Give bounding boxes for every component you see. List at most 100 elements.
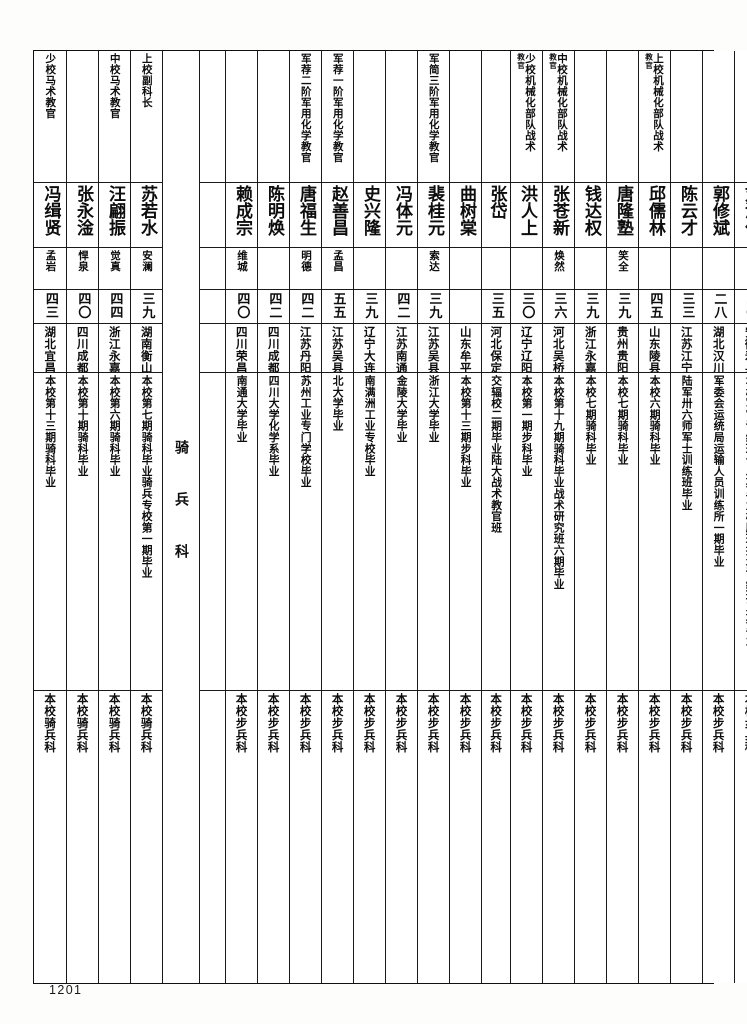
person-column[interactable]: 冯体元 四二 江苏南通 金陵大学毕业 本校步兵科: [385, 51, 417, 983]
cell-alias: 孟昌: [322, 246, 353, 290]
origin-text: 湖北汉川: [711, 326, 726, 373]
cell-alias: 悍泉: [67, 246, 98, 290]
person-column[interactable]: 陈明焕 四二 四川成都 四川大学化学系毕业 本校步兵科: [257, 51, 289, 983]
cell-address: 本校步兵科: [703, 689, 734, 983]
cell-rank: [226, 51, 257, 182]
name-text: 郭修斌: [709, 184, 730, 236]
education-text: 南满洲工业专校毕业: [363, 375, 377, 478]
rank-main-text: 上校机械化部队战术: [652, 53, 665, 152]
cell-rank: 少校机械化部队战术 教官: [511, 51, 542, 182]
name-text: 刘泳仁: [741, 184, 747, 236]
person-column[interactable]: 张岱 三五 河北保定 交辐校二期毕业陆大战术教官班 本校步兵科: [481, 51, 510, 983]
empty-cell: [200, 289, 225, 323]
cell-address: 本校步兵科: [639, 689, 670, 983]
cell-origin: 江苏吴县: [322, 323, 353, 372]
cell-address: 本校骑兵科: [67, 689, 98, 983]
age-text: 四〇: [75, 292, 91, 320]
cell-name: 赵善昌: [322, 181, 353, 247]
person-column[interactable]: 中校马术教官 汪翩振 觉真 四四 浙江永嘉 本校第六期骑科毕业 本校骑兵科: [98, 51, 130, 983]
cell-rank: 上校副科长: [131, 51, 162, 182]
cell-rank: 军简三阶军用化学教官: [418, 51, 449, 182]
cell-origin: 贵州贵阳: [607, 323, 638, 372]
rank-sub-text: 教官: [644, 53, 654, 70]
cell-origin: 江苏吴县: [418, 323, 449, 372]
cell-name: 陈明焕: [258, 181, 289, 247]
cell-name: 裴桂元: [418, 181, 449, 247]
cell-origin: 山东陵县: [639, 323, 670, 372]
alias-text: 笑全: [617, 249, 629, 272]
education-text: 四川大学化学系毕业: [267, 375, 281, 478]
cell-age: 四二: [290, 289, 321, 323]
person-column[interactable]: 曲树棠 山东牟平 本校第十三期步科毕业 本校步兵科: [449, 51, 481, 983]
cell-rank: 军荐二阶军用化学教官: [290, 51, 321, 182]
cell-age: 三九: [607, 289, 638, 323]
cell-education: 本校军官训练班十二期毕业校尉班技术训练班三期毕业: [735, 372, 747, 689]
person-column[interactable]: 唐隆塾 笑全 三九 贵州贵阳 本校七期骑科毕业 本校步兵科: [606, 51, 638, 983]
person-column[interactable]: 郭修斌 二八 湖北汉川 军委会运统局运输人员训练所一期毕业 本校步兵科: [702, 51, 734, 983]
person-column[interactable]: 中校机械化部队战术 教官 张苍新 焕然 三六 河北吴桥 本校第十九期骑科毕业战术研究班六期毕…: [542, 51, 574, 983]
education-text: 本校第一期步科毕业: [520, 375, 534, 478]
alias-text: 悍泉: [77, 249, 89, 272]
name-text: 裴桂元: [424, 184, 445, 236]
person-column[interactable]: 少校机械化部队战术 教官 洪人上 三〇 辽宁辽阳 本校第一期步科毕业 本校步兵科: [510, 51, 542, 983]
cell-age: 三五: [482, 289, 510, 323]
cell-name: 唐福生: [290, 181, 321, 247]
cell-education: 本校第一期步科毕业: [511, 372, 542, 689]
education-text: 北大学毕业: [331, 375, 345, 432]
person-column[interactable]: 钱达权 三九 浙江永嘉 本校七期骑科毕业 本校步兵科: [574, 51, 606, 983]
rank-main-text: 军荐一阶军用化学教官: [331, 53, 344, 163]
cell-origin: 浙江永嘉: [99, 323, 130, 372]
person-column[interactable]: 史兴隆 三九 辽宁大连 南满洲工业专校毕业 本校步兵科: [353, 51, 385, 983]
cell-education: 本校第十三期骑科毕业: [34, 372, 66, 689]
age-text: 三九: [139, 292, 155, 320]
person-column[interactable]: 军荐二阶军用化学教官 唐福生 明德 四二 江苏丹阳 苏州工业专门学校毕业 本校步兵科: [289, 51, 321, 983]
section-label-column: 骑兵科: [162, 51, 199, 983]
cell-alias: 索达: [418, 246, 449, 290]
cell-origin: 河北保定: [482, 323, 510, 372]
origin-text: 江苏江宁: [679, 326, 694, 373]
cell-address: 本校骑兵科: [34, 689, 66, 983]
name-text: 冯体元: [392, 184, 413, 236]
person-column[interactable]: 赖成宗 维城 四〇 四川荣昌 南通大学毕业 本校步兵科: [225, 51, 257, 983]
name-text: 冯缉贤: [40, 184, 61, 236]
address-text: 本校骑兵科: [107, 692, 122, 753]
cell-alias: 觉真: [99, 246, 130, 290]
cell-rank: 中校马术教官: [99, 51, 130, 182]
cell-name: 冯体元: [386, 181, 417, 247]
age-text: 四二: [394, 292, 410, 320]
alias-text: 焕然: [553, 249, 565, 272]
cell-education: 本校七期骑科毕业: [575, 372, 606, 689]
cell-alias: 焕然: [543, 246, 574, 290]
education-text: 本校七期骑科毕业: [616, 375, 630, 466]
cell-rank: 军荐一阶军用化学教官: [322, 51, 353, 182]
person-column[interactable]: 刘泳仁 三〇 安徽寿县 本校军官训练班十二期毕业校尉班技术训练班三期毕业 本校步兵科: [734, 51, 747, 983]
cell-age: [450, 289, 481, 323]
cell-name: 冯缉贤: [34, 181, 66, 247]
cell-origin: 江苏江宁: [671, 323, 702, 372]
cell-age: 三〇: [735, 289, 747, 323]
education-text: 本校第十三期步科毕业: [459, 375, 473, 489]
cell-age: 四〇: [226, 289, 257, 323]
name-text: 陈明焕: [264, 184, 285, 236]
person-column[interactable]: 陈云才 三三 江苏江宁 陆军卅六师军士训练班毕业 本校步兵科: [670, 51, 702, 983]
name-text: 赵善昌: [328, 184, 349, 236]
address-text: 本校步兵科: [489, 692, 504, 753]
rank-main-text: 少校马术教官: [44, 53, 57, 119]
person-column[interactable]: 上校机械化部队战术 教官 邱儒林 四五 山东陵县 本校六期骑科毕业 本校步兵科: [638, 51, 670, 983]
name-text: 唐福生: [296, 184, 317, 236]
cell-alias: [482, 246, 510, 290]
person-column[interactable]: 少校马术教官 冯缉贤 孟岩 四三 湖北宜昌 本校第十三期骑科毕业 本校骑兵科: [34, 51, 66, 983]
cell-origin: 湖南衡山: [131, 323, 162, 372]
age-text: 三三: [679, 292, 695, 320]
cell-age: 三六: [543, 289, 574, 323]
age-text: 四二: [298, 292, 314, 320]
cell-age: 二八: [703, 289, 734, 323]
cell-alias: [639, 246, 670, 290]
cell-name: 邱儒林: [639, 181, 670, 247]
person-column[interactable]: 军简三阶军用化学教官 裴桂元 索达 三九 江苏吴县 浙江大学毕业 本校步兵科: [417, 51, 449, 983]
person-column[interactable]: 上校副科长 苏若水 安澜 三九 湖南衡山 本校第七期骑科毕业骑兵专校第一期毕业 本校骑兵科: [130, 51, 162, 983]
person-column[interactable]: 军荐一阶军用化学教官 赵善昌 孟昌 五五 江苏吴县 北大学毕业 本校步兵科: [321, 51, 353, 983]
empty-cell: [200, 246, 225, 290]
cell-education: 交辐校二期毕业陆大战术教官班: [482, 372, 510, 689]
person-column[interactable]: 张永淦 悍泉 四〇 四川成都 本校第十期骑科毕业 本校骑兵科: [66, 51, 98, 983]
